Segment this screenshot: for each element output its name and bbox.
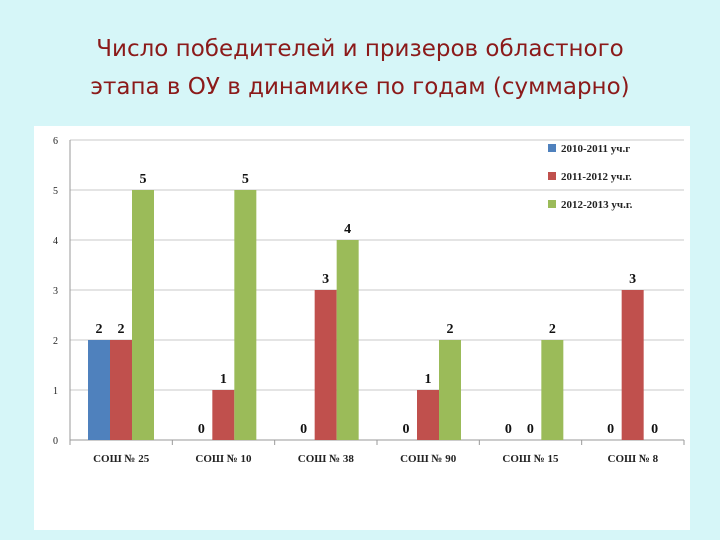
data-label: 2 bbox=[96, 322, 103, 337]
legend-swatch bbox=[548, 144, 556, 152]
legend-swatch bbox=[548, 172, 556, 180]
data-label: 0 bbox=[300, 422, 307, 437]
y-tick-label: 4 bbox=[53, 236, 58, 247]
category-label: СОШ № 38 bbox=[298, 453, 355, 465]
data-label: 0 bbox=[651, 422, 658, 437]
category-label: СОШ № 15 bbox=[502, 453, 559, 465]
data-label: 4 bbox=[344, 222, 351, 237]
category-label: СОШ № 90 bbox=[400, 453, 457, 465]
category-label: СОШ № 10 bbox=[195, 453, 252, 465]
data-label: 1 bbox=[220, 372, 227, 387]
data-label: 3 bbox=[322, 272, 329, 287]
y-tick-label: 5 bbox=[53, 186, 58, 197]
legend-label: 2011-2012 уч.г. bbox=[561, 171, 632, 183]
bar bbox=[212, 390, 235, 440]
data-label: 2 bbox=[118, 322, 125, 337]
bar bbox=[621, 290, 644, 440]
data-label: 0 bbox=[527, 422, 534, 437]
category-label: СОШ № 25 bbox=[93, 453, 150, 465]
data-label: 0 bbox=[403, 422, 410, 437]
data-label: 3 bbox=[629, 272, 636, 287]
bar bbox=[234, 190, 257, 440]
bar bbox=[110, 340, 132, 440]
slide-title: Число победителей и призеров областного … bbox=[0, 30, 720, 106]
category-label: СОШ № 8 bbox=[608, 453, 659, 465]
legend-label: 2012-2013 уч.г. bbox=[561, 199, 633, 211]
data-label: 0 bbox=[607, 422, 614, 437]
y-tick-label: 6 bbox=[53, 136, 58, 147]
data-label: 0 bbox=[505, 422, 512, 437]
bar bbox=[314, 290, 337, 440]
data-label: 2 bbox=[549, 322, 556, 337]
title-line-2: этапа в ОУ в динамике по годам (суммарно… bbox=[90, 74, 630, 100]
data-label: 5 bbox=[242, 172, 249, 187]
bar bbox=[88, 340, 110, 440]
bar bbox=[336, 240, 359, 440]
chart-panel: 0 1 2 3 4 5 6 2 2 5 СОШ № 25 0 1 5 СОШ № 10 0 3 4 СОШ № 38… bbox=[34, 126, 690, 530]
y-tick-label: 0 bbox=[53, 436, 58, 447]
data-label: 1 bbox=[425, 372, 432, 387]
bar bbox=[132, 190, 154, 440]
y-tick-label: 2 bbox=[53, 336, 58, 347]
title-line-1: Число победителей и призеров областного bbox=[96, 36, 624, 62]
bar bbox=[417, 390, 439, 440]
legend-label: 2010-2011 уч.г bbox=[561, 143, 630, 155]
bar bbox=[439, 340, 461, 440]
legend-swatch bbox=[548, 200, 556, 208]
y-tick-label: 3 bbox=[53, 286, 58, 297]
data-label: 2 bbox=[447, 322, 454, 337]
data-label: 0 bbox=[198, 422, 205, 437]
bar bbox=[541, 340, 564, 440]
data-label: 5 bbox=[140, 172, 147, 187]
y-tick-label: 1 bbox=[53, 386, 58, 397]
